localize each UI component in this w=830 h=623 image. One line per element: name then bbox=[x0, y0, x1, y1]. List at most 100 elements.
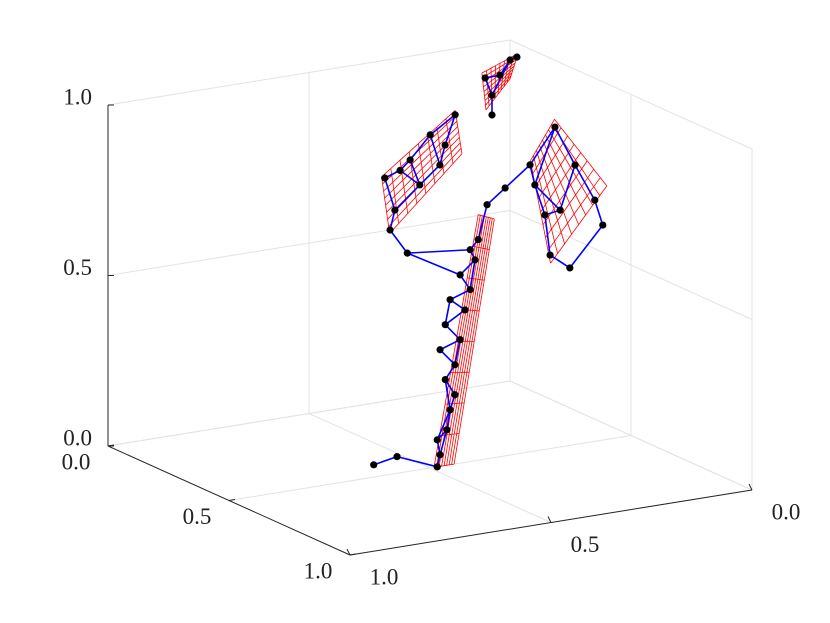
edge bbox=[396, 455, 438, 468]
node bbox=[441, 141, 449, 149]
y-tick-label: 0.5 bbox=[571, 532, 600, 557]
edge bbox=[444, 114, 456, 146]
edge bbox=[454, 339, 461, 365]
node bbox=[471, 256, 479, 264]
node bbox=[501, 184, 509, 192]
grid-line bbox=[308, 413, 552, 523]
node bbox=[426, 131, 434, 139]
node bbox=[488, 111, 496, 119]
tick-mark bbox=[228, 499, 236, 501]
tick-mark bbox=[349, 553, 357, 556]
node bbox=[381, 174, 389, 182]
surface-mesh bbox=[433, 214, 495, 468]
edge bbox=[449, 288, 471, 301]
node bbox=[541, 211, 549, 219]
edge bbox=[409, 134, 431, 161]
grid-line bbox=[509, 380, 753, 491]
edge bbox=[373, 455, 398, 466]
node bbox=[566, 264, 574, 272]
tick-mark bbox=[547, 516, 552, 523]
tick-mark bbox=[346, 548, 351, 556]
edge bbox=[384, 177, 396, 211]
edge bbox=[444, 299, 451, 325]
edge bbox=[559, 164, 576, 211]
node bbox=[531, 181, 539, 189]
edge bbox=[429, 114, 456, 136]
z-tick-label: 0.0 bbox=[63, 425, 92, 450]
z-tick-label: 0.5 bbox=[63, 255, 92, 280]
y-tick-label: 0.0 bbox=[772, 499, 801, 524]
node bbox=[446, 296, 454, 304]
node bbox=[433, 436, 441, 444]
edge bbox=[429, 134, 441, 166]
edge bbox=[534, 126, 556, 186]
node bbox=[571, 161, 579, 169]
y-tick-label: 1.0 bbox=[370, 564, 399, 589]
node bbox=[466, 246, 474, 254]
edge bbox=[544, 214, 551, 256]
edge bbox=[504, 164, 531, 189]
edge bbox=[534, 184, 546, 216]
node bbox=[591, 196, 599, 204]
edge bbox=[439, 429, 448, 455]
edge bbox=[593, 199, 604, 226]
node bbox=[433, 463, 441, 471]
node bbox=[451, 111, 459, 119]
node bbox=[451, 391, 459, 399]
grid-line bbox=[107, 380, 511, 447]
grid-line bbox=[509, 39, 753, 150]
node bbox=[443, 426, 451, 434]
z-tick-label: 1.0 bbox=[63, 84, 92, 109]
edge bbox=[477, 204, 488, 240]
node bbox=[436, 346, 444, 354]
edge bbox=[389, 229, 408, 254]
node bbox=[391, 206, 399, 214]
edge bbox=[409, 159, 421, 186]
node bbox=[513, 53, 521, 61]
edge bbox=[407, 252, 461, 276]
edge bbox=[407, 248, 471, 254]
node bbox=[436, 451, 444, 459]
node bbox=[441, 375, 449, 384]
edge bbox=[394, 184, 421, 211]
edge bbox=[419, 164, 441, 186]
node bbox=[393, 453, 401, 461]
node bbox=[466, 286, 474, 294]
edge bbox=[554, 126, 576, 166]
node bbox=[441, 321, 449, 329]
tick-mark bbox=[107, 444, 115, 447]
node bbox=[481, 74, 489, 82]
node bbox=[456, 336, 464, 344]
edge bbox=[444, 309, 466, 326]
node bbox=[526, 161, 534, 169]
node bbox=[551, 123, 559, 131]
node bbox=[546, 251, 554, 259]
node bbox=[506, 56, 514, 64]
edge bbox=[486, 187, 506, 206]
edge bbox=[439, 338, 461, 351]
node bbox=[488, 91, 496, 99]
tick-mark bbox=[748, 483, 753, 491]
node bbox=[406, 156, 414, 164]
grid-line bbox=[509, 210, 753, 320]
edge bbox=[444, 379, 451, 410]
node bbox=[496, 71, 504, 79]
node bbox=[446, 406, 454, 414]
edge bbox=[436, 409, 451, 441]
edge bbox=[529, 126, 556, 166]
edge bbox=[549, 254, 571, 269]
node bbox=[451, 361, 459, 369]
node bbox=[483, 201, 491, 209]
node bbox=[396, 166, 404, 175]
x-tick-label: 1.0 bbox=[304, 558, 333, 583]
node bbox=[556, 206, 564, 214]
edge bbox=[399, 169, 421, 186]
edge bbox=[469, 259, 476, 290]
node bbox=[474, 235, 482, 244]
node bbox=[456, 271, 464, 279]
node bbox=[416, 181, 424, 189]
x-tick-label: 0.0 bbox=[62, 449, 91, 474]
node bbox=[599, 221, 607, 229]
